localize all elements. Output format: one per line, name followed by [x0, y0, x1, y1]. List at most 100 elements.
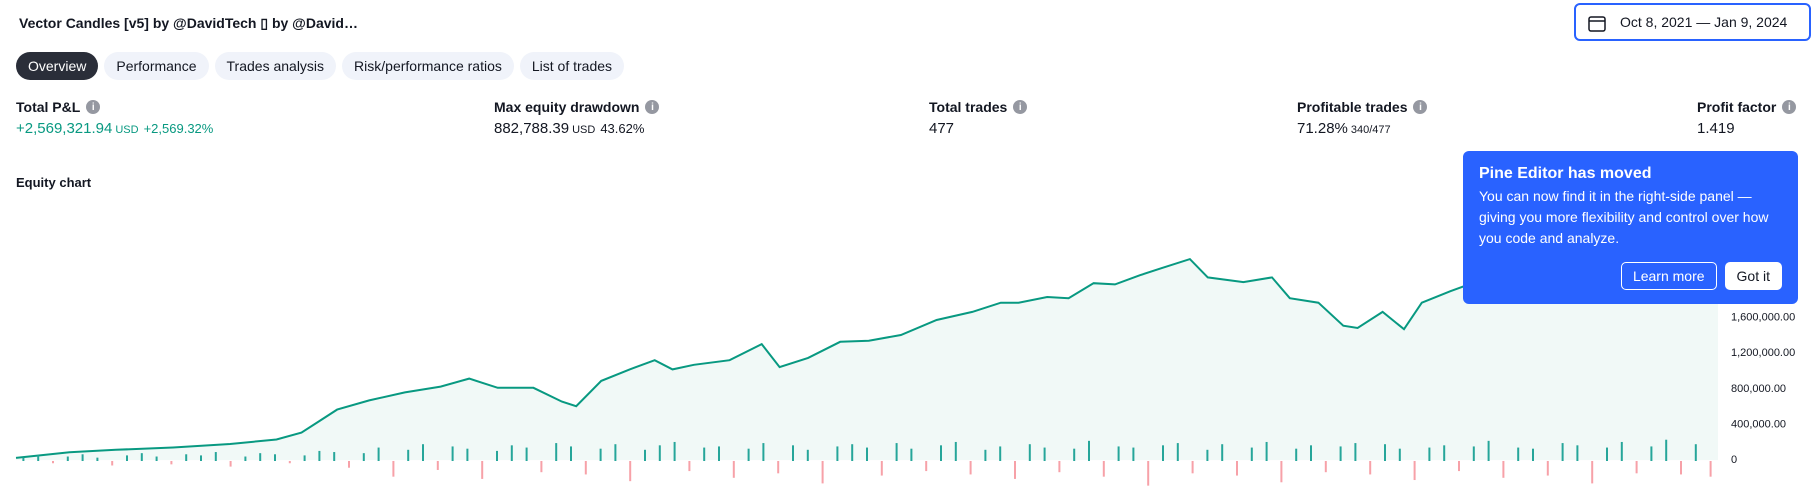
trade-bar: [954, 441, 957, 461]
trade-bar: [836, 446, 839, 461]
trade-bar: [259, 453, 262, 461]
info-icon[interactable]: i: [1013, 100, 1028, 114]
trade-bar: [481, 461, 484, 479]
trade-bar: [1236, 461, 1238, 476]
info-icon[interactable]: i: [1782, 100, 1797, 114]
trade-bar: [1250, 447, 1253, 461]
trade-bar: [895, 443, 898, 461]
metric-label: Profitable trades: [1297, 99, 1408, 115]
metric-label: Total trades: [929, 99, 1008, 115]
tab[interactable]: List of trades: [519, 52, 625, 80]
trade-bar: [1132, 447, 1135, 461]
got-it-button[interactable]: Got it: [1724, 262, 1782, 290]
trade-bar: [703, 447, 706, 461]
info-icon[interactable]: i: [1413, 100, 1428, 114]
metric-value: 1.419: [1697, 120, 1735, 137]
metric-extra: +2,569.32%: [143, 121, 214, 136]
metric: Max equity drawdown i 882,788.39 USD 43.62%: [494, 99, 660, 137]
trade-bar: [451, 446, 454, 461]
trade-bar: [1591, 461, 1594, 484]
trade-bar: [1206, 449, 1209, 461]
trade-bar: [348, 461, 350, 468]
trade-bar: [969, 461, 972, 475]
metric-label: Max equity drawdown: [494, 99, 640, 115]
trade-bar: [1650, 446, 1653, 461]
trade-bar: [229, 461, 232, 467]
trade-bar: [540, 461, 543, 473]
trade-bar: [1369, 461, 1372, 475]
trade-bar: [1428, 447, 1431, 461]
y-tick-label: 1,200,000.00: [1731, 347, 1795, 359]
trade-bar: [1532, 448, 1534, 461]
trade-bar: [466, 448, 469, 461]
metric-value: 71.28%: [1297, 120, 1348, 137]
trade-bar: [1502, 461, 1505, 478]
trade-bar: [1058, 461, 1061, 473]
metric: Total trades i 477: [929, 99, 1028, 137]
trade-bar: [333, 452, 336, 461]
trade-bar: [377, 447, 380, 461]
trade-bar: [688, 461, 691, 472]
popup: Pine Editor has moved You can now find i…: [1463, 151, 1798, 304]
trade-bar: [1265, 441, 1268, 461]
learn-more-button[interactable]: Learn more: [1620, 262, 1717, 290]
trade-bar: [318, 450, 321, 461]
trade-bar: [1147, 461, 1150, 486]
trade-bar: [525, 447, 528, 461]
strategy-title[interactable]: Vector Candles [v5] by @DavidTech ▯ by @…: [19, 15, 358, 31]
tab[interactable]: Overview: [16, 52, 99, 80]
tab[interactable]: Trades analysis: [214, 52, 337, 80]
metric-unit: USD: [572, 124, 596, 136]
info-icon[interactable]: i: [86, 100, 101, 114]
chart-title: Equity chart: [16, 175, 92, 190]
trade-bar: [732, 461, 735, 478]
tab[interactable]: Risk/performance ratios: [342, 52, 514, 80]
trade-bar: [170, 461, 173, 465]
calendar-icon: [1588, 16, 1606, 32]
tabs: Overview Performance Trades analysis Ris…: [16, 52, 625, 80]
popup-text: You can now find it in the right-side pa…: [1479, 188, 1769, 246]
trade-bar: [496, 450, 498, 461]
trade-bar: [140, 453, 143, 461]
trade-bar: [910, 448, 913, 461]
metric: Profit factor i 1.419: [1697, 99, 1797, 137]
trade-bar: [1458, 461, 1460, 472]
info-icon[interactable]: i: [645, 100, 660, 114]
trade-bar: [599, 448, 602, 461]
metric-value: 477: [929, 120, 955, 137]
trade-bar: [185, 454, 188, 461]
tab[interactable]: Performance: [104, 52, 209, 80]
trade-bar: [37, 455, 40, 461]
trade-bar: [940, 445, 942, 461]
trade-bar: [1280, 461, 1283, 483]
metric: Profitable trades i 71.28% 340/477: [1297, 99, 1428, 137]
trade-bar: [155, 456, 158, 461]
metric-label: Total P&L: [16, 99, 81, 115]
equity-area: [16, 231, 1718, 461]
trade-bar: [821, 461, 824, 484]
trade-bar: [422, 444, 424, 461]
trade-bar: [880, 461, 883, 476]
trade-bar: [614, 444, 617, 461]
trade-bar: [1398, 448, 1401, 461]
trade-bar: [555, 443, 558, 461]
trade-bar: [866, 447, 868, 461]
trade-bar: [570, 446, 572, 461]
trade-bar: [96, 457, 99, 461]
metric-extra: 43.62%: [600, 121, 645, 136]
trade-bar: [1443, 445, 1446, 461]
trade-bar: [126, 455, 128, 461]
trade-bar: [214, 452, 217, 461]
trade-bar: [1606, 447, 1608, 461]
trade-bar: [303, 455, 306, 461]
trade-bar: [1472, 446, 1475, 461]
y-tick-label: 0: [1731, 454, 1737, 466]
trade-bar: [1384, 444, 1386, 461]
trade-bar: [718, 446, 720, 461]
metric: Total P&L i +2,569,321.94 USD +2,569.32%: [16, 99, 213, 137]
trade-bar: [747, 448, 750, 461]
date-range[interactable]: Oct 8, 2021 — Jan 9, 2024: [1574, 3, 1811, 41]
equity-line: [15, 230, 1719, 459]
metric-value: 882,788.39: [494, 120, 570, 137]
